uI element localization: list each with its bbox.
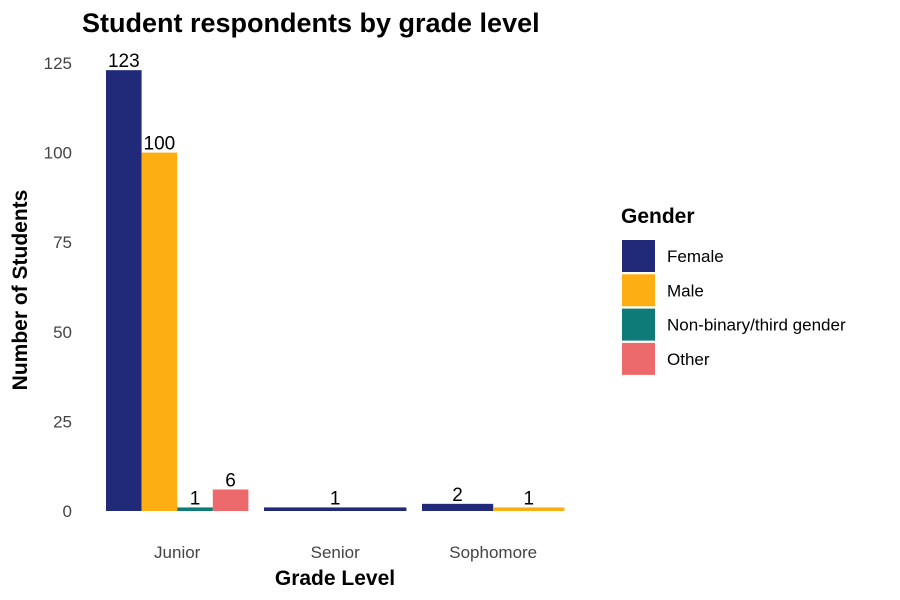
bar-male: [493, 507, 565, 511]
x-tick-label: Junior: [154, 543, 201, 562]
x-tick-label: Sophomore: [449, 543, 537, 562]
bar-female: [264, 507, 407, 511]
bar-male: [141, 152, 178, 511]
bar-non-binary-third-gender: [177, 507, 213, 511]
legend-label: Non-binary/third gender: [667, 316, 846, 335]
x-tick-label: Senior: [311, 543, 360, 562]
legend-title: Gender: [621, 205, 695, 228]
legend-label: Male: [667, 281, 704, 300]
chart-title: Student respondents by grade level: [82, 8, 540, 38]
y-tick-label: 25: [53, 412, 72, 431]
legend-swatch: [622, 240, 655, 272]
data-label: 1: [190, 488, 201, 509]
data-label: 1: [524, 488, 535, 509]
y-axis-title: Number of Students: [9, 190, 32, 391]
data-label: 123: [108, 51, 140, 72]
y-tick-label: 125: [44, 54, 72, 73]
legend-swatch: [622, 308, 655, 341]
x-axis-title: Grade Level: [275, 567, 395, 590]
y-tick-label: 75: [53, 233, 72, 252]
plot-area: [106, 70, 565, 511]
data-label: 6: [225, 470, 236, 491]
x-axis: Junior Senior Sophomore: [154, 543, 537, 562]
bar-female: [422, 503, 494, 511]
y-tick-label: 0: [63, 502, 72, 521]
data-label: 100: [144, 134, 176, 155]
data-labels: 123 100 1 6 1 2 1: [108, 51, 534, 509]
legend-swatch: [622, 342, 655, 375]
legend-swatch: [622, 274, 655, 307]
y-tick-label: 50: [53, 323, 72, 342]
y-axis: 0 25 50 75 100 125: [44, 54, 72, 521]
legend-label: Other: [667, 350, 710, 369]
legend-label: Female: [667, 247, 724, 266]
legend: Gender Female Male Non-binary/third gender…: [621, 205, 846, 375]
bar-female: [106, 70, 142, 511]
y-tick-label: 100: [44, 144, 72, 163]
data-label: 1: [330, 488, 341, 509]
data-label: 2: [452, 485, 463, 506]
bar-other: [212, 489, 249, 511]
